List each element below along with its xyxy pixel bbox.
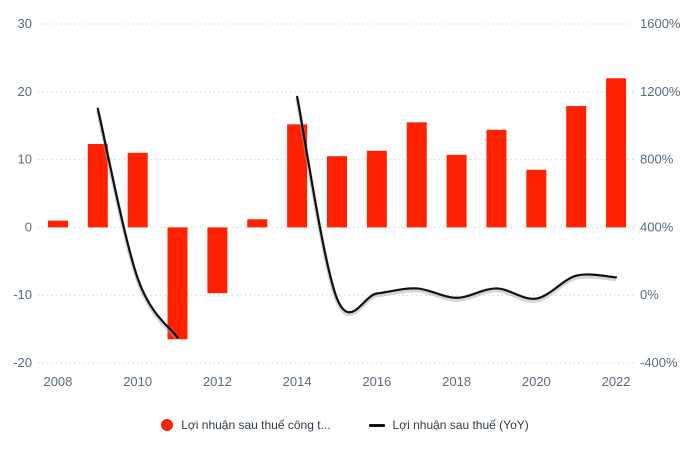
- bar-2016: [366, 150, 387, 228]
- line-series: [95, 95, 618, 341]
- x-tick-label: 2022: [602, 374, 631, 389]
- left-tick-label: 20: [18, 84, 32, 99]
- bar-2008: [47, 220, 68, 228]
- bar-2010: [127, 152, 148, 228]
- bar-series: [47, 78, 627, 340]
- left-tick-label: -10: [13, 287, 32, 302]
- x-axis-ticks: 2008 2010 2012 2014 2016 2018 2020 2022: [43, 374, 630, 389]
- line-segment-1: [296, 95, 618, 314]
- right-tick-label: 0%: [640, 287, 659, 302]
- left-tick-label: 10: [18, 152, 32, 167]
- legend-bar-label: Lợi nhuận sau thuế công t...: [181, 418, 331, 432]
- bar-2014: [287, 124, 308, 228]
- bar-2015: [327, 156, 347, 228]
- line-segment-0: [96, 107, 179, 339]
- left-tick-label: 0: [25, 219, 32, 234]
- legend: Lợi nhuận sau thuế công t... Lợi nhuận s…: [0, 410, 690, 440]
- right-tick-label: 400%: [640, 219, 674, 234]
- bar-2021: [566, 106, 587, 228]
- right-tick-label: -400%: [640, 355, 678, 370]
- left-tick-label: -20: [13, 355, 32, 370]
- bar-2013: [247, 219, 268, 228]
- legend-item-line[interactable]: Lợi nhuận sau thuế (YoY): [368, 418, 529, 432]
- right-tick-label: 1200%: [640, 84, 681, 99]
- legend-line-swatch: [368, 423, 385, 427]
- legend-item-bar[interactable]: Lợi nhuận sau thuế công t...: [161, 418, 331, 432]
- bar-2011: [167, 227, 188, 340]
- bar-2009: [87, 144, 108, 228]
- right-tick-label: 1600%: [640, 16, 681, 31]
- x-tick-label: 2008: [43, 374, 72, 389]
- legend-bar-swatch: [161, 419, 174, 431]
- bar-2022: [606, 78, 627, 228]
- right-axis-ticks: 1600% 1200% 800% 400% 0% -400%: [640, 16, 681, 370]
- bar-2012: [207, 227, 228, 294]
- left-axis-ticks: 30 20 10 0 -10 -20: [13, 16, 32, 370]
- legend-line-label: Lợi nhuận sau thuế (YoY): [392, 418, 529, 432]
- x-tick-label: 2010: [123, 374, 152, 389]
- x-tick-label: 2018: [442, 374, 471, 389]
- bar-2018: [446, 154, 467, 228]
- x-tick-label: 2020: [522, 374, 551, 389]
- bar-2019: [486, 129, 507, 228]
- bar-2017: [406, 122, 427, 228]
- left-tick-label: 30: [18, 16, 32, 31]
- x-tick-label: 2014: [283, 374, 312, 389]
- x-tick-label: 2012: [203, 374, 232, 389]
- x-tick-label: 2016: [362, 374, 391, 389]
- right-tick-label: 800%: [640, 152, 674, 167]
- bar-2020: [526, 169, 547, 228]
